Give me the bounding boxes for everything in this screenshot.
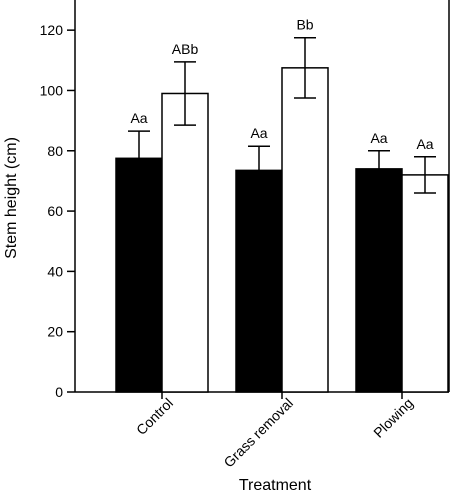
significance-label: Bb xyxy=(296,17,313,33)
bar xyxy=(401,174,449,393)
y-tick-label: 40 xyxy=(47,263,63,279)
bar xyxy=(161,92,209,393)
bars: Aa ABb Aa Bb Aa Aa xyxy=(115,17,449,393)
significance-label: Aa xyxy=(370,130,387,146)
y-tick-label: 60 xyxy=(47,203,63,219)
y-axis: 0 20 40 60 80 100 120 xyxy=(40,0,76,400)
bar xyxy=(235,169,283,393)
y-tick-label: 20 xyxy=(47,324,63,340)
y-axis-label: Stem height (cm) xyxy=(3,137,20,259)
bar xyxy=(281,67,329,393)
bar xyxy=(115,157,163,393)
x-axis-label: Treatment xyxy=(239,477,312,494)
x-tick-label: Control xyxy=(133,395,176,438)
x-tick-label: Plowing xyxy=(370,395,416,441)
y-tick-label: 100 xyxy=(40,82,64,98)
x-tick-label: Grass removal xyxy=(220,395,296,471)
significance-label: Aa xyxy=(250,125,267,141)
y-tick-label: 80 xyxy=(47,143,63,159)
y-tick-label: 120 xyxy=(40,22,64,38)
significance-label: Aa xyxy=(130,110,147,126)
significance-label: ABb xyxy=(172,41,199,57)
significance-label: Aa xyxy=(416,136,433,152)
y-tick-label: 0 xyxy=(55,384,63,400)
bar xyxy=(355,168,403,393)
